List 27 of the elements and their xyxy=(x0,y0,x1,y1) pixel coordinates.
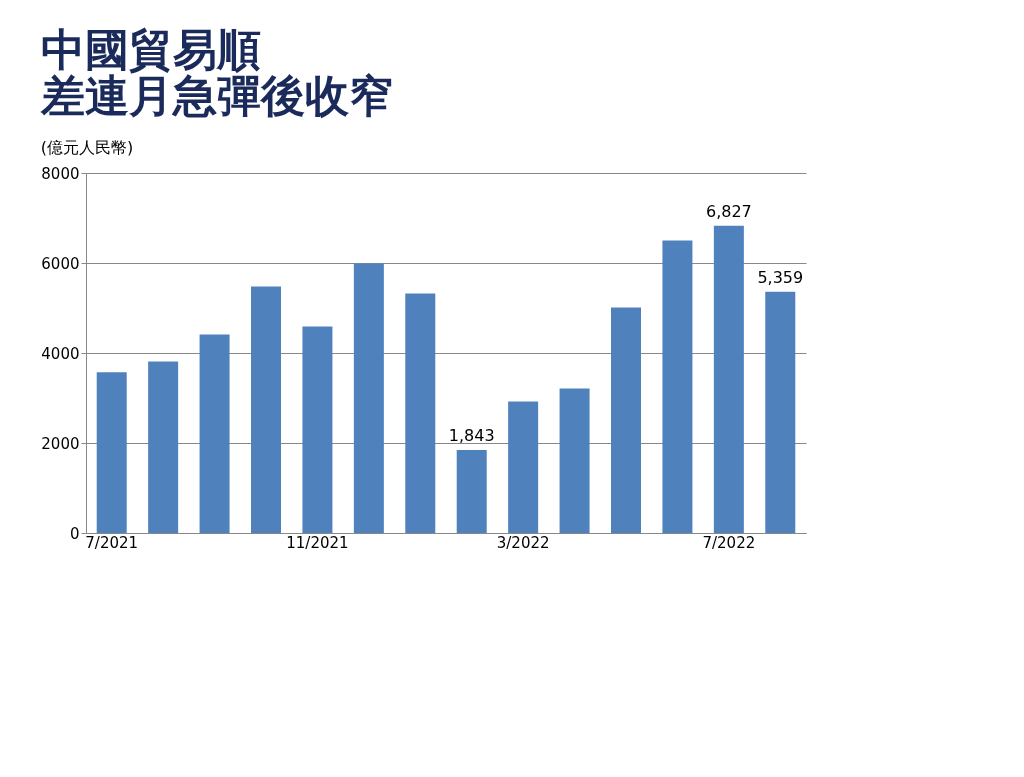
y-tick-label: 4000 xyxy=(41,344,80,363)
data-label: 6,827 xyxy=(705,201,752,221)
y-tick-label: 2000 xyxy=(41,434,80,453)
x-tick-label: 11/2021 xyxy=(286,533,349,552)
y-tick-label: 8000 xyxy=(41,164,80,183)
bar xyxy=(456,450,487,533)
y-tick-label: 0 xyxy=(69,524,80,543)
bar xyxy=(96,372,127,533)
y-tick-label: 6000 xyxy=(41,254,80,273)
x-tick-label: 3/2022 xyxy=(496,533,550,552)
bar xyxy=(559,388,590,533)
bar xyxy=(302,326,333,533)
bar xyxy=(662,240,693,533)
x-tick-label: 7/2022 xyxy=(702,533,756,552)
bar xyxy=(611,307,641,533)
bar xyxy=(148,361,179,533)
bar xyxy=(353,263,384,533)
bar xyxy=(199,334,230,533)
data-label: 5,359 xyxy=(757,267,804,287)
bar xyxy=(713,225,744,533)
bar xyxy=(251,286,281,533)
x-tick-label: 7/2021 xyxy=(85,533,139,552)
bar xyxy=(765,291,796,533)
y-axis-title: (億元人民幣) xyxy=(40,138,134,157)
data-label: 1,843 xyxy=(448,426,495,446)
bar xyxy=(405,293,436,533)
bar xyxy=(508,401,539,533)
